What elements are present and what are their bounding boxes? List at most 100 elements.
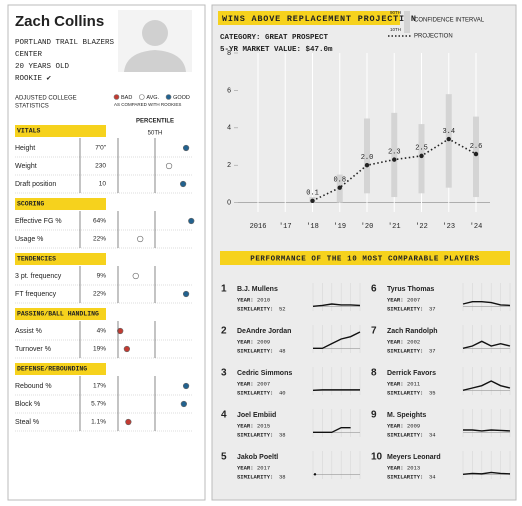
sparkline [312, 303, 361, 308]
stat-label: Usage % [15, 236, 43, 243]
similarity-value: 37 [429, 305, 436, 312]
similarity-value: 38 [279, 473, 286, 480]
percentile-dot [182, 382, 190, 390]
year-value: 2002 [407, 338, 420, 345]
x-tick-label: '20 [361, 223, 374, 231]
stat-value: 5.7% [91, 401, 106, 408]
player-name: Meyers Leonard [387, 454, 441, 461]
player-name: Zach Collins [15, 13, 104, 30]
player-rank: 7 [371, 326, 377, 337]
percentile-dot [125, 418, 132, 426]
stat-label: Rebound % [15, 383, 52, 390]
section-band [15, 308, 106, 320]
percentile-dot [182, 290, 190, 298]
player-rank: 10 [371, 452, 383, 463]
median-label: 50TH [148, 131, 163, 137]
year-label: YEAR: [237, 338, 254, 345]
legend-label: 10TH [390, 27, 401, 32]
year-value: 2009 [257, 338, 270, 345]
section-band [15, 198, 106, 210]
player-detail: 20 YEARS OLD [15, 63, 70, 71]
x-tick-label: '21 [388, 223, 401, 231]
player-name: Tyrus Thomas [387, 286, 434, 293]
similarity-label: SIMILARITY: [237, 431, 273, 438]
stat-label: Draft position [15, 181, 56, 188]
sparkline [462, 300, 511, 307]
comparables-band [220, 251, 510, 265]
similarity-label: SIMILARITY: [237, 473, 273, 480]
x-tick-label: '18 [306, 223, 319, 231]
year-label: YEAR: [237, 296, 254, 303]
year-value: 2013 [407, 464, 420, 471]
player-detail: CENTER [15, 51, 43, 59]
profile-panel [7, 4, 206, 501]
x-tick-label: '22 [415, 223, 428, 231]
year-label: YEAR: [387, 338, 404, 345]
player-rank: 8 [371, 368, 377, 379]
player-name: Cedric Simmons [237, 370, 292, 377]
projection-point [419, 153, 424, 159]
year-label: YEAR: [387, 422, 404, 429]
player-name: Zach Randolph [387, 328, 438, 335]
stat-label: Block % [15, 401, 40, 408]
legend-label: BAD [121, 95, 132, 101]
stat-value: 1.1% [91, 419, 106, 426]
stat-value: 64% [93, 218, 106, 225]
stat-label: Assist % [15, 328, 42, 335]
similarity-value: 35 [429, 389, 436, 396]
similarity-value: 52 [279, 305, 286, 312]
year-value: 2009 [407, 422, 420, 429]
year-value: 2010 [257, 296, 270, 303]
stat-value: 4% [97, 328, 107, 335]
percentile-dot [180, 400, 187, 408]
legend-label: 90TH [390, 10, 401, 15]
percentile-dot [165, 162, 173, 170]
player-name: Jakob Poeltl [237, 454, 278, 461]
similarity-label: SIMILARITY: [237, 305, 273, 312]
similarity-value: 34 [429, 431, 436, 438]
similarity-value: 48 [279, 347, 286, 354]
player-name: Derrick Favors [387, 370, 436, 377]
data-label: 0.8 [333, 177, 346, 185]
similarity-label: SIMILARITY: [387, 347, 423, 354]
x-tick-label: '17 [279, 223, 292, 231]
similarity-value: 37 [429, 347, 436, 354]
stat-value: 22% [93, 291, 106, 298]
player-rank: 9 [371, 410, 377, 421]
legend-dot [113, 94, 120, 100]
percentile-dot [188, 217, 195, 225]
stat-label: Weight [15, 163, 37, 170]
percentile-dot [132, 272, 139, 280]
confidence-interval [473, 116, 479, 198]
year-value: 2011 [407, 380, 421, 387]
y-tick-label: 0 [227, 199, 231, 206]
player-rank: 1 [221, 284, 227, 295]
legend-label: GOOD [173, 95, 190, 101]
stat-value: 22% [93, 236, 106, 243]
stats-heading: ADJUSTED COLLEGE [15, 96, 77, 102]
similarity-label: SIMILARITY: [237, 347, 273, 354]
percentile-dot [182, 144, 190, 152]
player-rank: 6 [371, 284, 377, 295]
similarity-value: 40 [279, 389, 286, 396]
x-tick-label: '19 [333, 223, 346, 231]
similarity-label: SIMILARITY: [387, 305, 423, 312]
year-label: YEAR: [237, 464, 254, 471]
similarity-value: 38 [279, 431, 286, 438]
y-tick-label: 8 [227, 50, 231, 57]
player-name: Joel Embiid [237, 412, 276, 419]
stat-value: 7'0" [95, 145, 106, 152]
sparkline [462, 471, 511, 476]
data-label: 2.6 [470, 143, 483, 151]
percentile-dot [117, 327, 124, 335]
x-tick-label: '24 [470, 223, 483, 231]
sparkline [462, 340, 511, 350]
data-label: 2.0 [361, 154, 374, 162]
comparables-title: PERFORMANCE OF THE 10 MOST COMPARABLE PL… [250, 255, 480, 263]
stat-value: 230 [95, 163, 106, 170]
player-detail: ROOKIE ✔ [15, 75, 52, 83]
percentile-dot [180, 180, 187, 188]
stat-value: 9% [97, 273, 107, 280]
x-tick-label: 2016 [250, 223, 267, 231]
